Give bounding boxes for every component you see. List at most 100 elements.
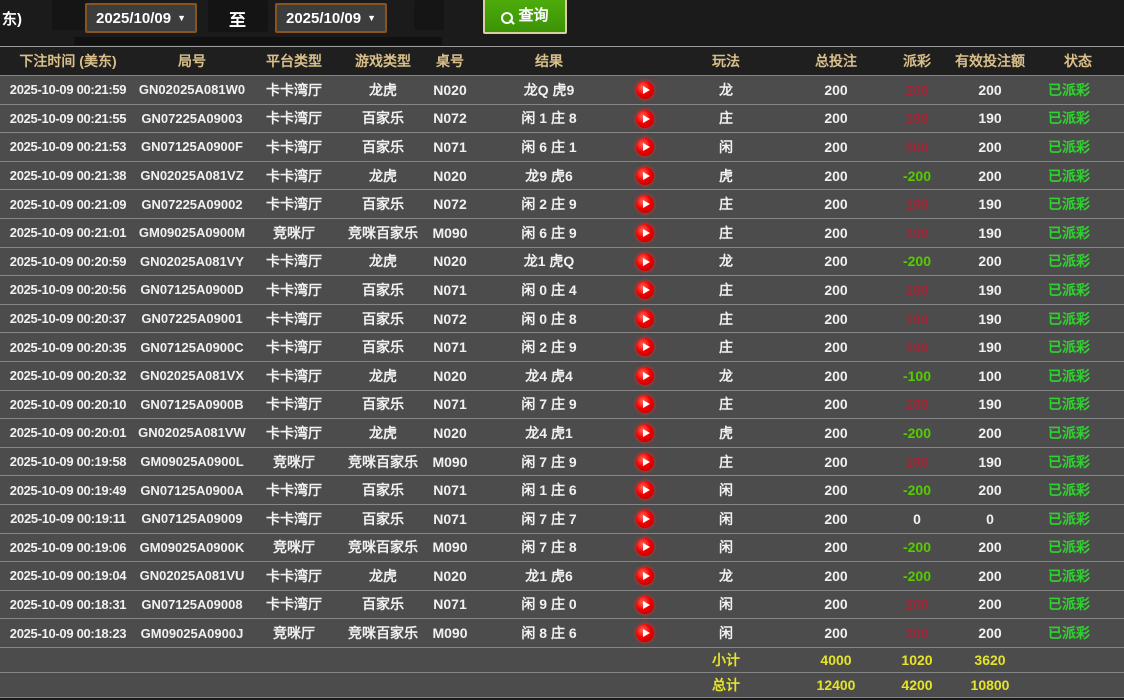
table-row: 2025-10-09 00:21:55 GN07225A09003 卡卡湾厅 百… [0,103,1124,133]
valid-bet-cell: 200 [948,589,1032,619]
status-badge: 已派彩 [1032,561,1124,591]
total-bet-cell: 200 [786,303,886,333]
play-icon[interactable] [636,338,654,357]
total-bet-cell: 200 [786,389,886,419]
total-bet-cell: 200 [786,246,886,276]
end-date-picker[interactable]: 2025/10/09 ▼ [275,3,387,33]
game-type-cell: 百家乐 [340,589,426,619]
valid-bet-cell: 200 [948,532,1032,562]
bet-time-cell: 2025-10-09 00:21:55 [0,103,136,133]
replay-cell [624,103,666,133]
query-button[interactable]: 查询 [483,0,567,34]
total-bet-cell: 200 [786,189,886,219]
status-badge: 已派彩 [1032,475,1124,505]
platform-type-cell: 卡卡湾厅 [248,160,340,190]
table-row: 2025-10-09 00:21:01 GM09025A0900M 竞咪厅 竞咪… [0,217,1124,248]
play-triangle-glyph [642,457,650,466]
play-icon[interactable] [636,424,654,443]
round-id-cell: GN02025A081W0 [136,75,248,105]
play-icon[interactable] [636,223,654,242]
round-id-cell: GN07125A0900C [136,332,248,362]
bet-time-cell: 2025-10-09 00:21:09 [0,189,136,219]
bet-type-cell: 闲 [666,475,786,505]
chevron-down-icon: ▼ [367,12,376,23]
replay-cell [624,475,666,505]
game-type-cell: 百家乐 [340,132,426,162]
status-badge: 已派彩 [1032,132,1124,162]
bet-type-cell: 庄 [666,217,786,248]
replay-cell [624,332,666,362]
valid-bet-cell: 190 [948,217,1032,248]
play-icon[interactable] [636,452,654,471]
play-icon[interactable] [636,281,654,300]
table-row: 2025-10-09 00:21:38 GN02025A081VZ 卡卡湾厅 龙… [0,160,1124,190]
valid-bet-cell: 200 [948,160,1032,190]
table-header-row: 下注时间 (美东) 局号 平台类型 游戏类型 桌号 结果 玩法 总投注 派彩 有… [0,46,1124,76]
result-cell: 闲 8 庄 6 [474,618,624,648]
payout-cell: 190 [886,446,948,476]
game-type-cell: 龙虎 [340,75,426,105]
play-icon[interactable] [636,366,654,385]
table-row: 2025-10-09 00:18:23 GM09025A0900J 竞咪厅 竞咪… [0,618,1124,648]
status-badge: 已派彩 [1032,103,1124,133]
payout-cell: 0 [886,503,948,533]
result-cell: 龙9 虎6 [474,160,624,190]
subtotal-valid-bet: 3620 [948,646,1032,673]
platform-type-cell: 卡卡湾厅 [248,332,340,362]
result-cell: 闲 7 庄 7 [474,503,624,533]
play-icon[interactable] [636,395,654,414]
replay-cell [624,189,666,219]
game-type-cell: 百家乐 [340,389,426,419]
table-row: 2025-10-09 00:20:10 GN07125A0900B 卡卡湾厅 百… [0,389,1124,419]
play-triangle-glyph [642,257,650,266]
play-icon[interactable] [636,509,654,528]
play-icon[interactable] [636,567,654,586]
play-icon[interactable] [636,166,654,185]
subtotal-total-bet: 4000 [786,646,886,673]
total-bet-cell: 200 [786,532,886,562]
play-icon[interactable] [636,624,654,643]
play-icon[interactable] [636,80,654,99]
subtotal-status-spacer [1032,646,1124,673]
table-no-cell: N071 [426,503,474,533]
bet-time-cell: 2025-10-09 00:19:06 [0,532,136,562]
result-cell: 龙1 虎6 [474,561,624,591]
subtotal-spacer [0,646,666,673]
total-bet-cell: 200 [786,360,886,391]
play-triangle-glyph [642,343,650,352]
round-id-cell: GN02025A081VZ [136,160,248,190]
start-date-picker[interactable]: 2025/10/09 ▼ [85,3,197,33]
replay-cell [624,503,666,533]
play-icon[interactable] [636,252,654,271]
table-row: 2025-10-09 00:21:09 GN07225A09002 卡卡湾厅 百… [0,189,1124,219]
valid-bet-cell: 200 [948,561,1032,591]
platform-type-cell: 卡卡湾厅 [248,246,340,276]
platform-type-cell: 卡卡湾厅 [248,589,340,619]
play-icon[interactable] [636,595,654,614]
play-icon[interactable] [636,309,654,328]
play-icon[interactable] [636,109,654,128]
table-no-cell: N072 [426,189,474,219]
total-bet-cell: 200 [786,475,886,505]
play-triangle-glyph [642,371,650,380]
play-triangle-glyph [642,228,650,237]
play-icon[interactable] [636,138,654,157]
bet-time-cell: 2025-10-09 00:21:59 [0,75,136,105]
header-replay [624,46,666,76]
header-status: 状态 [1032,46,1124,76]
platform-type-cell: 卡卡湾厅 [248,503,340,533]
table-row: 2025-10-09 00:19:06 GM09025A0900K 竞咪厅 竞咪… [0,532,1124,562]
payout-cell: -200 [886,160,948,190]
clipped-label: 东) [2,11,22,28]
play-icon[interactable] [636,481,654,500]
play-icon[interactable] [636,538,654,557]
payout-cell: 200 [886,132,948,162]
play-icon[interactable] [636,195,654,214]
valid-bet-cell: 200 [948,132,1032,162]
status-badge: 已派彩 [1032,446,1124,476]
dimmed-background-box [208,0,268,32]
bet-type-cell: 虎 [666,160,786,190]
result-cell: 闲 1 庄 8 [474,103,624,133]
round-id-cell: GN02025A081VY [136,246,248,276]
table-no-cell: N071 [426,589,474,619]
